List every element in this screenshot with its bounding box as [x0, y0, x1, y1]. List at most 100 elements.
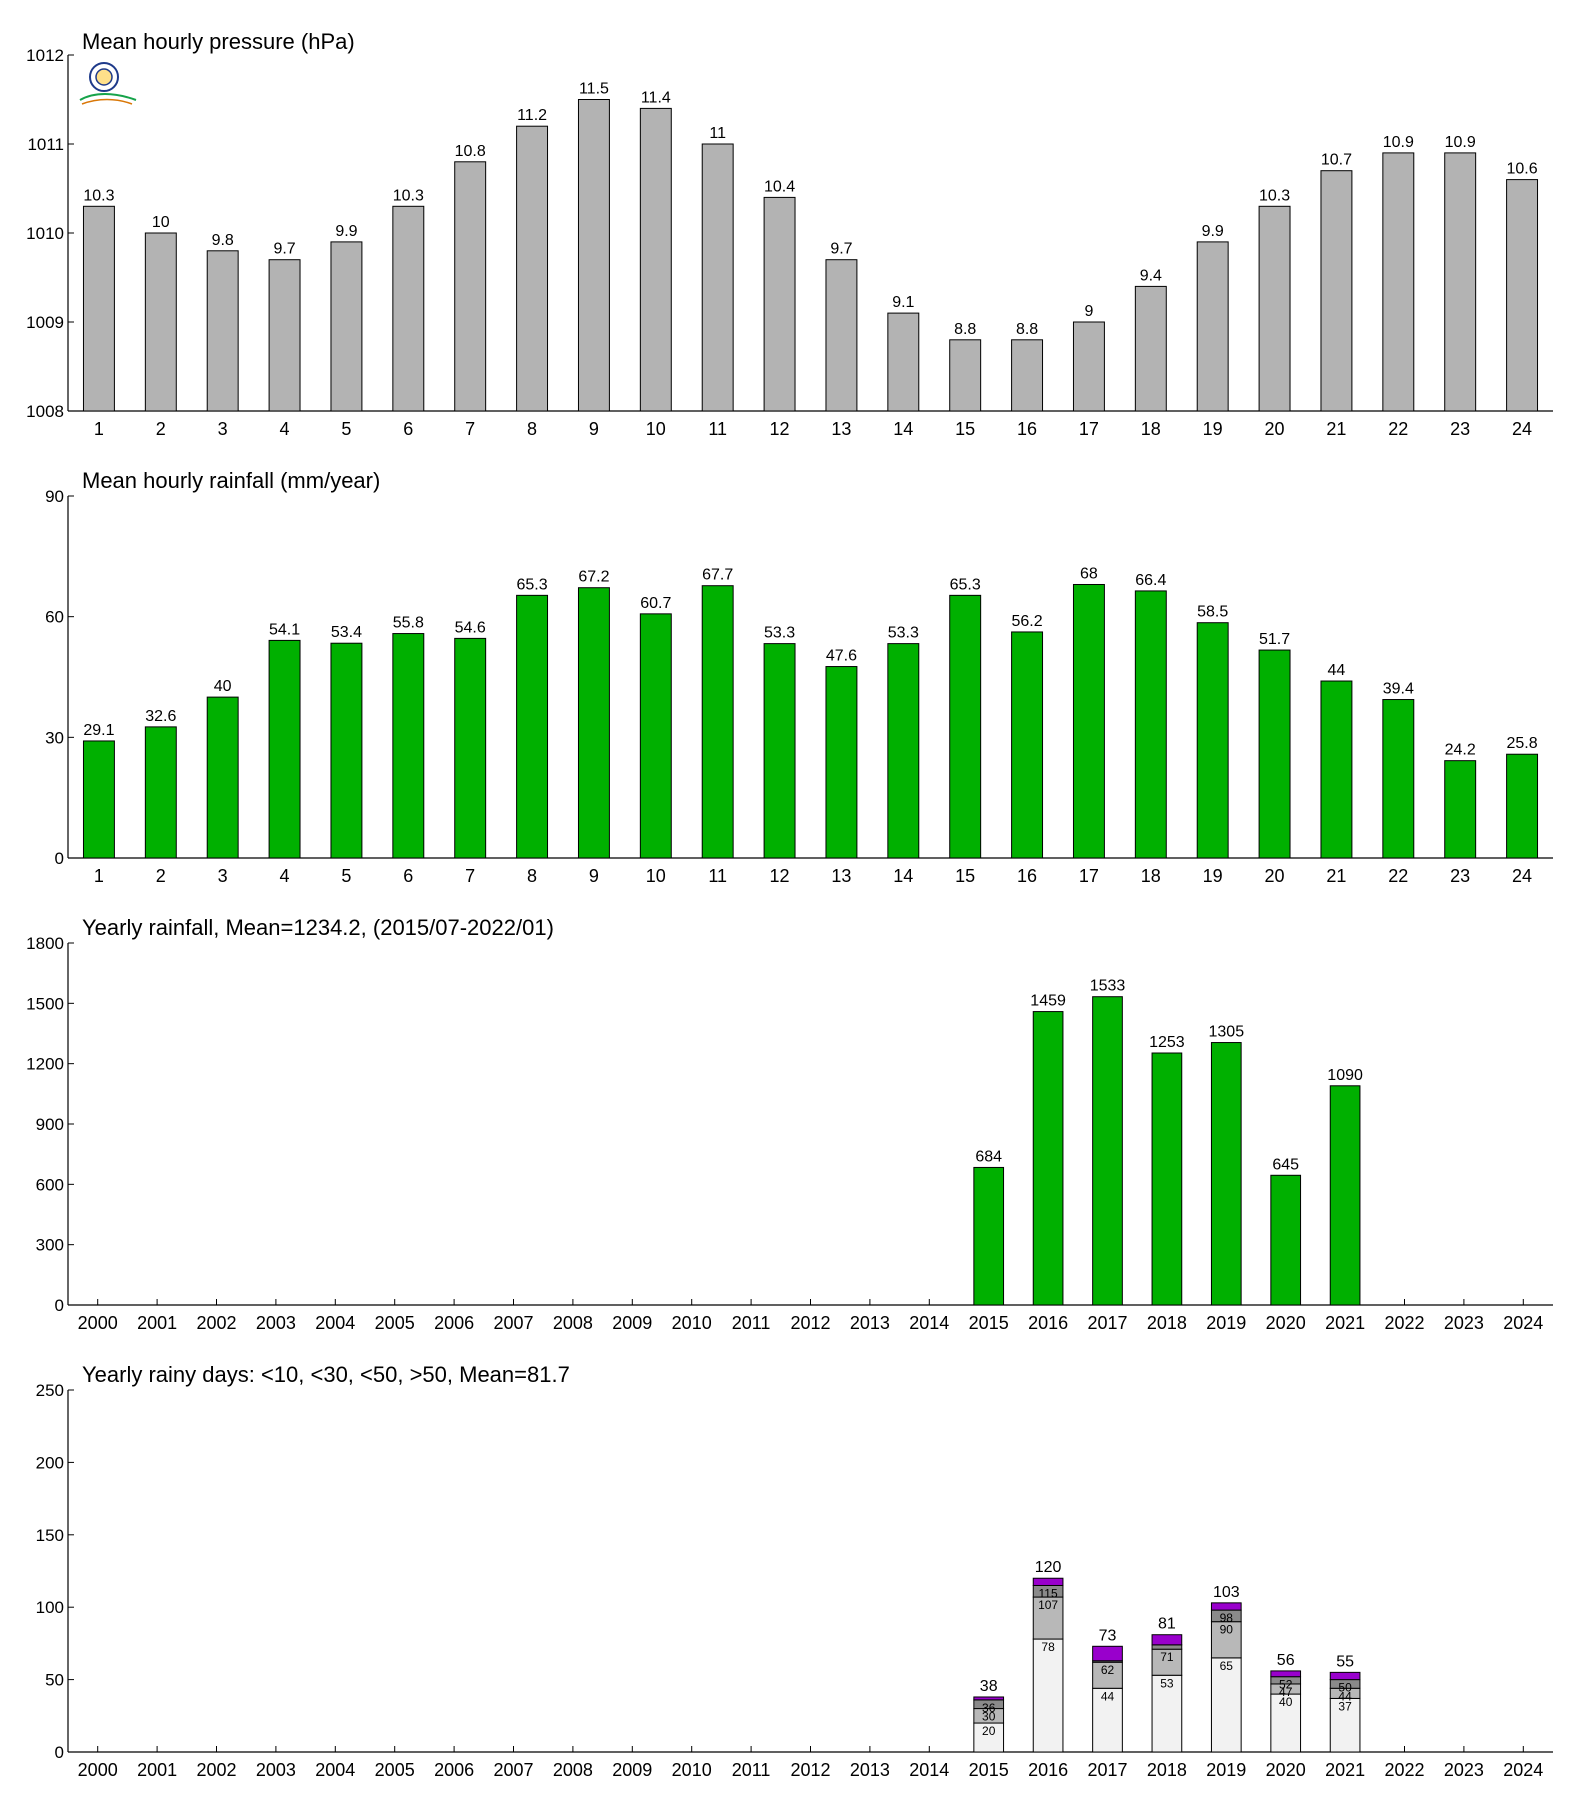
y-tick-label: 300 [36, 1236, 64, 1255]
bar-value-label: 10 [152, 214, 170, 231]
segment-label: 62 [1101, 1663, 1115, 1677]
x-tick-label: 6 [403, 419, 413, 439]
x-tick-label: 2013 [850, 1313, 890, 1333]
x-tick-label: 2009 [612, 1313, 652, 1333]
segment-label: 98 [1220, 1611, 1234, 1625]
bar-value-label: 25.8 [1506, 735, 1537, 752]
x-tick-label: 2009 [612, 1760, 652, 1780]
bar-value-label: 11.2 [517, 107, 547, 124]
bar-value-label: 1305 [1209, 1024, 1245, 1041]
y-tick-label: 1008 [26, 402, 64, 421]
y-tick-label: 30 [45, 728, 64, 747]
x-tick-label: 2006 [434, 1760, 474, 1780]
x-tick-label: 5 [341, 419, 351, 439]
bar [1506, 179, 1539, 412]
bar-value-label: 10.3 [1259, 187, 1290, 204]
x-tick-label: 2015 [969, 1313, 1009, 1333]
segment-label: 44 [1101, 1689, 1115, 1703]
stacked-segment [1151, 1634, 1183, 1646]
bar [1032, 1011, 1064, 1306]
x-tick-label: 2015 [969, 1760, 1009, 1780]
y-tick-label: 100 [36, 1598, 64, 1617]
x-tick-label: 2014 [909, 1313, 949, 1333]
stacked-segment [1210, 1621, 1242, 1659]
x-tick-label: 22 [1388, 419, 1408, 439]
bar-value-label: 55.8 [393, 615, 424, 632]
bar-total-label: 120 [1035, 1559, 1062, 1576]
bar [1258, 649, 1291, 859]
x-tick-label: 2001 [137, 1313, 177, 1333]
x-tick-label: 2012 [790, 1760, 830, 1780]
x-tick-label: 2000 [78, 1313, 118, 1333]
stacked-segment [973, 1722, 1005, 1753]
x-tick-label: 11 [708, 419, 727, 439]
x-tick-label: 2016 [1028, 1313, 1068, 1333]
bar-value-label: 8.8 [1016, 321, 1038, 338]
bar [1320, 680, 1353, 859]
x-tick-label: 3 [218, 866, 228, 886]
y-tick-label: 50 [45, 1671, 64, 1690]
bar-value-label: 32.6 [145, 708, 176, 725]
bar [82, 740, 115, 859]
y-tick-label: 1012 [26, 46, 64, 65]
x-tick-label: 21 [1326, 866, 1346, 886]
bar [1134, 590, 1167, 859]
segment-label: 65 [1220, 1659, 1234, 1673]
x-tick-label: 7 [465, 866, 475, 886]
bar-value-label: 645 [1272, 1156, 1299, 1173]
bar-value-label: 44 [1328, 662, 1346, 679]
stacked-segment [1210, 1602, 1242, 1611]
x-tick-label: 2021 [1325, 1313, 1365, 1333]
bar [516, 594, 549, 859]
bar [1444, 152, 1477, 412]
y-tick-label: 90 [45, 487, 64, 506]
x-tick-label: 2013 [850, 1760, 890, 1780]
segment-label: 53 [1160, 1676, 1174, 1690]
y-tick-label: 60 [45, 608, 64, 627]
y-tick-label: 200 [36, 1453, 64, 1472]
x-tick-label: 9 [589, 866, 599, 886]
x-tick-label: 22 [1388, 866, 1408, 886]
bar-value-label: 24.2 [1445, 742, 1476, 759]
x-tick-label: 13 [831, 866, 851, 886]
stacked-segment [1032, 1638, 1064, 1753]
bar-value-label: 10.4 [764, 178, 795, 195]
bar [1196, 622, 1229, 859]
y-tick-label: 600 [36, 1175, 64, 1194]
x-tick-label: 10 [646, 866, 666, 886]
x-tick-label: 23 [1450, 866, 1470, 886]
bar-value-label: 65.3 [950, 576, 981, 593]
bar [392, 205, 425, 412]
bar-value-label: 10.6 [1506, 161, 1537, 178]
stacked-segment [1329, 1671, 1361, 1681]
x-tick-label: 16 [1017, 419, 1037, 439]
x-tick-label: 2021 [1325, 1760, 1365, 1780]
stacked-segment [1151, 1674, 1183, 1753]
x-tick-label: 10 [646, 419, 666, 439]
x-tick-label: 2018 [1147, 1313, 1187, 1333]
bar [1382, 699, 1415, 859]
logo-swoosh2-icon [81, 98, 133, 105]
segment-label: 30 [982, 1710, 996, 1724]
segment-label: 40 [1279, 1695, 1293, 1709]
bar [825, 259, 858, 412]
bar [1506, 753, 1539, 859]
bar [1151, 1052, 1183, 1306]
bar [1092, 996, 1123, 1306]
x-tick-label: 2007 [493, 1313, 533, 1333]
bar [454, 161, 487, 412]
bar [577, 587, 610, 859]
bar-value-label: 53.4 [331, 624, 362, 641]
bar-value-label: 9.7 [830, 241, 852, 258]
segment-label: 78 [1041, 1640, 1055, 1654]
x-tick-label: 12 [770, 419, 790, 439]
x-tick-label: 17 [1079, 419, 1099, 439]
x-tick-label: 19 [1203, 419, 1223, 439]
bar-value-label: 10.3 [393, 187, 424, 204]
y-tick-label: 1009 [26, 313, 64, 332]
x-tick-label: 2008 [553, 1313, 593, 1333]
bar-value-label: 58.5 [1197, 604, 1228, 621]
chart-title: Yearly rainfall, Mean=1234.2, (2015/07-2… [82, 915, 554, 940]
bar-value-label: 8.8 [954, 321, 976, 338]
